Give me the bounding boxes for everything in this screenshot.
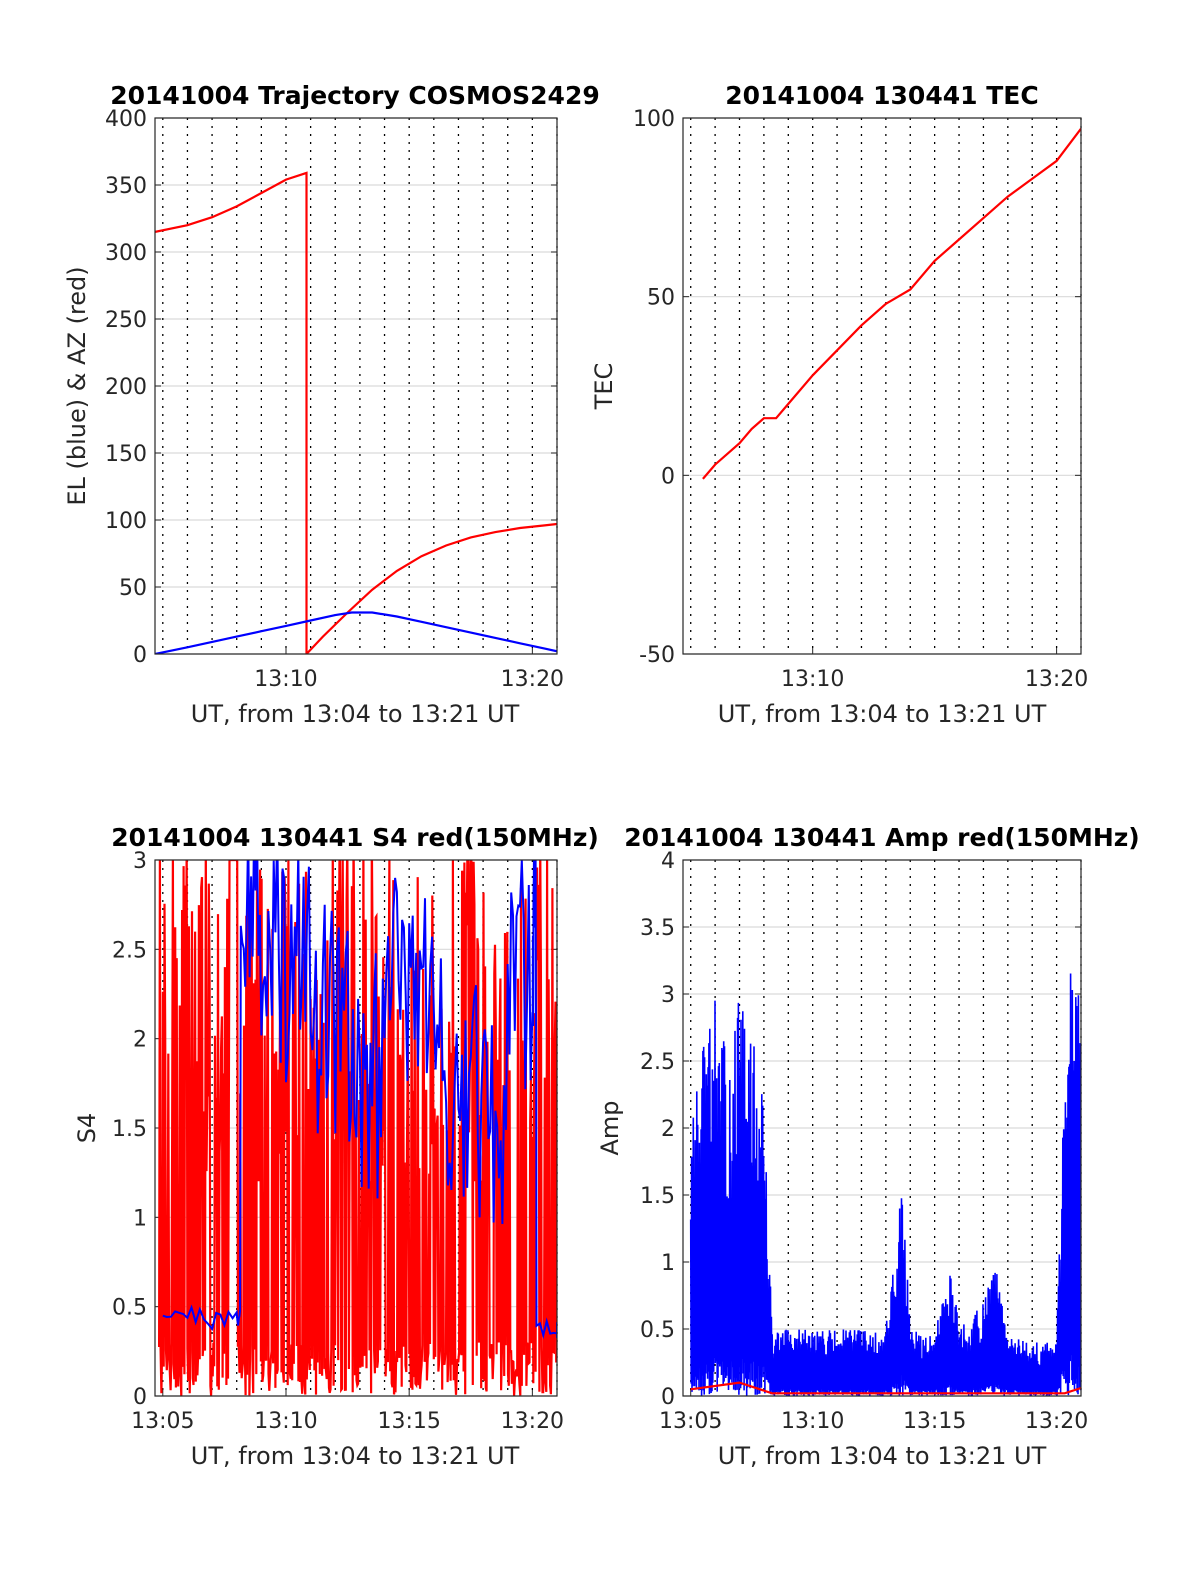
- s4-ytick-label: 1.5: [112, 1117, 147, 1142]
- tec-ytick-label: 100: [633, 107, 675, 132]
- trajectory-ytick-label: 50: [119, 576, 147, 601]
- tec-ytick-label: 0: [661, 464, 675, 489]
- trajectory-xtick-label: 13:10: [254, 667, 317, 692]
- amp-panel: 20141004 130441 Amp red(150MHz) UT, from…: [596, 823, 1140, 1470]
- s4-ytick-label: 3: [133, 849, 147, 874]
- trajectory-blue-series: [155, 611, 557, 654]
- amp-xtick-label: 13:15: [903, 1409, 966, 1434]
- amp-ytick-label: 1: [661, 1251, 675, 1276]
- amp-ytick-label: 3: [661, 983, 675, 1008]
- trajectory-ytick-label: 350: [105, 174, 147, 199]
- tec-xtick-label: 13:10: [781, 667, 844, 692]
- s4-ylabel: S4: [73, 1113, 101, 1144]
- s4-title: 20141004 130441 S4 red(150MHz): [111, 823, 599, 852]
- amp-ytick-label: 0.5: [640, 1318, 675, 1343]
- s4-red-series: [158, 860, 557, 1396]
- amp-xtick-label: 13:10: [781, 1409, 844, 1434]
- trajectory-ylabel: EL (blue) & AZ (red): [63, 266, 91, 505]
- trajectory-panel: 20141004 Trajectory COSMOS2429 UT, from …: [63, 81, 600, 728]
- s4-xtick-label: 13:15: [377, 1409, 440, 1434]
- tec-panel: 20141004 130441 TEC UT, from 13:04 to 13…: [590, 81, 1088, 728]
- trajectory-ytick-label: 150: [105, 442, 147, 467]
- amp-ytick-label: 4: [661, 849, 675, 874]
- amp-title: 20141004 130441 Amp red(150MHz): [624, 823, 1140, 852]
- s4-ytick-label: 0.5: [112, 1296, 147, 1321]
- trajectory-ytick-label: 0: [133, 643, 147, 668]
- trajectory-series-group: [155, 171, 557, 654]
- amp-xlabel: UT, from 13:04 to 13:21 UT: [718, 1442, 1047, 1470]
- trajectory-xtick-label: 13:20: [501, 667, 564, 692]
- trajectory-ytick-label: 100: [105, 509, 147, 534]
- amp-series-group: [689, 973, 1081, 1396]
- tec-ytick-label: -50: [639, 643, 675, 668]
- s4-axes-box: [154, 859, 558, 1397]
- s4-series-group: [158, 860, 557, 1396]
- trajectory-ytick-label: 400: [105, 107, 147, 132]
- tec-ylabel: TEC: [590, 363, 618, 411]
- tec-title: 20141004 130441 TEC: [725, 81, 1038, 110]
- s4-xtick-label: 13:10: [254, 1409, 317, 1434]
- s4-ytick-label: 2: [133, 1028, 147, 1053]
- amp-xtick-label: 13:20: [1025, 1409, 1088, 1434]
- trajectory-ytick-label: 200: [105, 375, 147, 400]
- tec-series-group: [702, 128, 1081, 480]
- amp-red-series: [690, 1381, 1081, 1395]
- amp-xtick-label: 13:05: [659, 1409, 722, 1434]
- trajectory-xlabel: UT, from 13:04 to 13:21 UT: [191, 700, 520, 728]
- trajectory-ytick-label: 250: [105, 308, 147, 333]
- amp-axes-box: [682, 859, 1082, 1397]
- trajectory-title: 20141004 Trajectory COSMOS2429: [110, 81, 600, 110]
- amp-ytick-label: 2: [661, 1117, 675, 1142]
- amp-ytick-label: 3.5: [640, 916, 675, 941]
- trajectory-ytick-label: 300: [105, 241, 147, 266]
- trajectory-axes-box: [154, 117, 558, 655]
- amp-ylabel: Amp: [596, 1100, 624, 1155]
- s4-ytick-label: 2.5: [112, 938, 147, 963]
- tec-xlabel: UT, from 13:04 to 13:21 UT: [718, 700, 1047, 728]
- s4-ytick-label: 1: [133, 1206, 147, 1231]
- tec-xtick-label: 13:20: [1025, 667, 1088, 692]
- s4-ytick-label: 0: [133, 1385, 147, 1410]
- tec-axes-box: [682, 117, 1082, 655]
- amp-ytick-label: 0: [661, 1385, 675, 1410]
- tec-ytick-label: 50: [647, 286, 675, 311]
- amp-ytick-label: 1.5: [640, 1184, 675, 1209]
- s4-xtick-label: 13:20: [501, 1409, 564, 1434]
- amp-blue-series: [689, 973, 1081, 1396]
- s4-xlabel: UT, from 13:04 to 13:21 UT: [191, 1442, 520, 1470]
- s4-blue-series: [162, 860, 557, 1340]
- s4-xtick-label: 13:05: [131, 1409, 194, 1434]
- amp-ytick-label: 2.5: [640, 1050, 675, 1075]
- tec-red-series: [702, 128, 1081, 480]
- s4-panel: 20141004 130441 S4 red(150MHz) UT, from …: [73, 823, 599, 1470]
